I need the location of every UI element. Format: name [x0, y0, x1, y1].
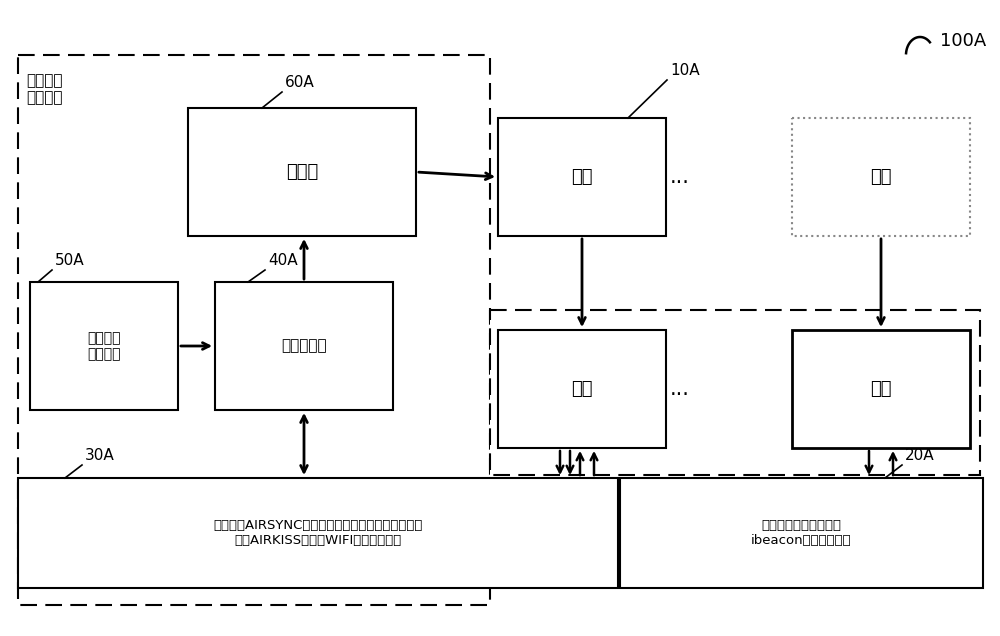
Bar [188, 108, 416, 236]
Text: 用户: 用户 [870, 168, 892, 186]
Bar [215, 282, 393, 410]
Text: ...: ... [670, 379, 690, 399]
Text: 用户: 用户 [571, 168, 593, 186]
Text: 显示器: 显示器 [286, 163, 318, 181]
Bar [30, 282, 178, 410]
Bar [18, 478, 618, 588]
Text: 50A: 50A [55, 253, 85, 268]
Text: 30A: 30A [85, 448, 115, 463]
Text: 100A: 100A [940, 32, 986, 50]
Text: 10A: 10A [670, 63, 700, 78]
Text: 视频节目
存储设备: 视频节目 存储设备 [87, 331, 121, 361]
Text: 手机: 手机 [870, 380, 892, 398]
Bar [498, 118, 666, 236]
Bar [490, 310, 980, 475]
Text: 视频播放器: 视频播放器 [281, 338, 327, 354]
Text: 20A: 20A [905, 448, 935, 463]
Bar [792, 118, 970, 236]
Text: ...: ... [670, 167, 690, 187]
Text: 60A: 60A [285, 75, 315, 90]
Bar [620, 478, 983, 588]
Text: 手机: 手机 [571, 380, 593, 398]
Bar [498, 330, 666, 448]
Text: 符合微信AIRSYNC协议的蓝牙无线通信设备或者符合
微信AIRKISS协议的WIFI无线通信设备: 符合微信AIRSYNC协议的蓝牙无线通信设备或者符合 微信AIRKISS协议的W… [213, 519, 423, 547]
Text: 符合微信播一播协议的
ibeacon无线发射设备: 符合微信播一播协议的 ibeacon无线发射设备 [751, 519, 851, 547]
Bar [792, 330, 970, 448]
Bar [18, 55, 490, 605]
Text: 40A: 40A [268, 253, 298, 268]
Text: 互动视频
展示装置: 互动视频 展示装置 [26, 73, 62, 106]
